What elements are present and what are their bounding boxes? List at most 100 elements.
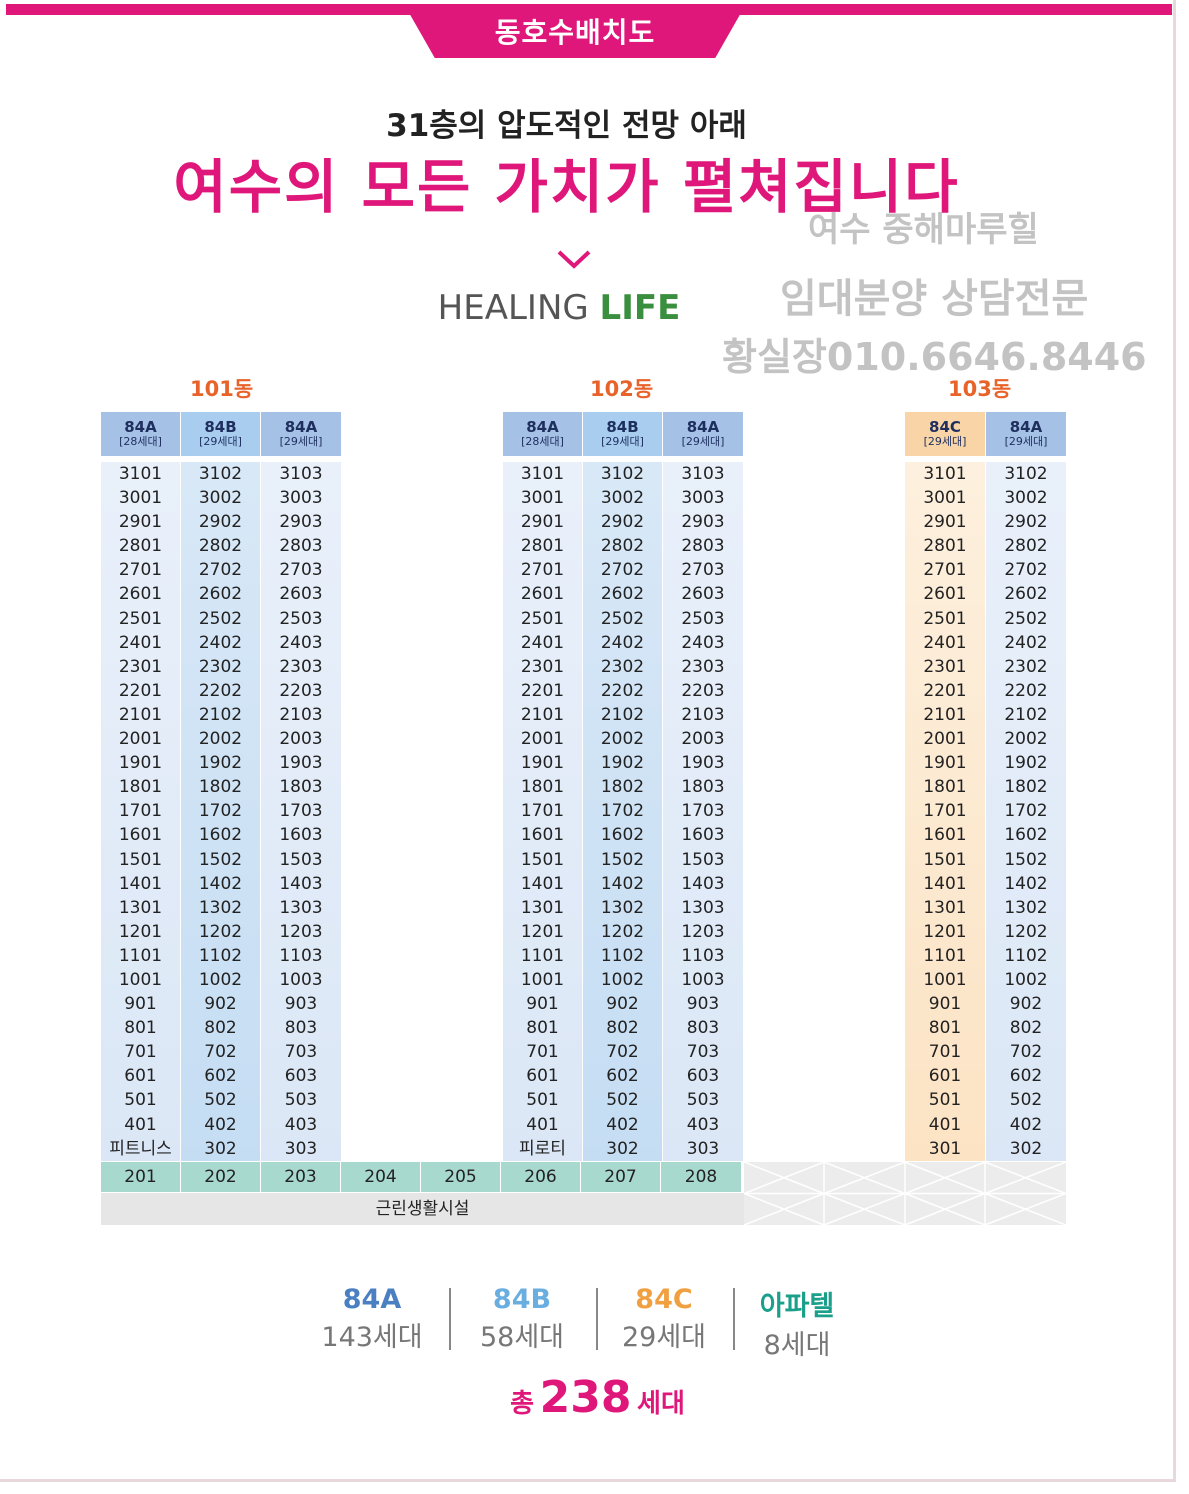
unit-cell: 2401 [923,632,967,653]
legend-type: 84B [492,1284,552,1315]
unit-cell: 2001 [118,729,163,750]
unit-cell: 3003 [279,488,323,509]
unit-cell: 1902 [1004,753,1048,774]
unit-cell: 802 [204,1018,237,1039]
unit-cell: 1601 [923,825,967,846]
total-suffix: 세대 [637,1389,685,1419]
unit-cell: 3101 [520,464,565,484]
column-header: 84A [29세대] [986,412,1066,456]
unit-cell: 803 [686,1018,720,1039]
unit-cell: 1102 [198,945,243,966]
unit-column: 3102 3002 2902 2802 2702 2602 2502 2402 2302 2202… [181,462,260,1161]
unit-cell: 2802 [600,536,645,557]
unit-cell: 2302 [198,656,243,677]
healing-word: HEALING [437,288,589,328]
unit-cell: 1702 [1004,801,1048,822]
unit-cell: 1203 [681,921,725,942]
legend-divider [449,1288,451,1350]
unit-cell: 2203 [681,680,725,701]
column-header: 84A [28세대] [503,412,582,456]
unit-cell: 2803 [681,536,725,557]
unit-cell: 1003 [681,969,725,990]
column-header: 84B [29세대] [583,412,662,456]
unit-cell: 1503 [279,849,323,870]
unit-cell: 303 [284,1138,318,1159]
unit-cell: 402 [1009,1114,1043,1135]
unit-cell: 1703 [681,801,725,822]
unit-cell: 1102 [1004,945,1048,966]
unit-cell: 2001 [520,729,565,750]
unit-cell: 603 [284,1066,318,1087]
unit-cell: 801 [928,1018,962,1039]
unit-column: 3102 3002 2902 2802 2702 2602 2502 2402 2302 2202… [986,462,1066,1161]
unit-cell: 2501 [118,608,163,629]
unit-column: 3102 3002 2902 2802 2702 2602 2502 2402 2302 2202… [583,462,662,1161]
unit-cell: 302 [204,1138,237,1159]
legend-divider [596,1288,598,1350]
unit-cell: 2503 [279,608,323,629]
unit-cell: 703 [686,1042,720,1063]
unit-cell: 3001 [520,488,565,509]
unit-cell: 1201 [923,921,967,942]
unit-cell: 2402 [600,632,645,653]
unit-cell: 402 [606,1114,639,1135]
unit-cell: 901 [928,994,962,1015]
apartel-unit: 207 [581,1162,661,1192]
unit-cell: 1902 [600,753,645,774]
unit-cell: 2601 [520,584,565,605]
unit-cell: 1303 [279,897,323,918]
column-header: 84A [29세대] [261,412,341,456]
unit-cell: 1301 [923,897,967,918]
unit-cell: 1802 [1004,777,1048,798]
unit-cell: 1403 [681,873,725,894]
unit-cell: 2702 [600,560,645,581]
unit-cell: 2702 [1004,560,1048,581]
unit-cell: 302 [1009,1138,1043,1159]
unit-cell: 1902 [198,753,243,774]
unit-cell: 1402 [198,873,243,894]
unit-cell: 2801 [923,536,967,557]
unit-cell: 2903 [279,512,323,533]
unit-cell: 2902 [198,512,243,533]
column-header: 84C [29세대] [905,412,985,456]
unit-cell: 1202 [198,921,243,942]
column-header: 84A [29세대] [663,412,743,456]
unit-cell: 501 [124,1090,157,1111]
building-103-label: 103동 [948,377,1012,401]
unit-cell: 2103 [681,704,725,725]
apartel-row: 201 202 203 204 205 206 207 208 [101,1162,742,1192]
legend-count: 29세대 [621,1322,707,1353]
chevron-down-icon [557,250,591,269]
legend-apartel: 아파텔 8세대 [740,1284,854,1362]
unit-cell: 1601 [520,825,565,846]
unit-cell: 502 [1009,1090,1043,1111]
apartel-unit: 206 [501,1162,581,1192]
unit-cell: 601 [526,1066,559,1087]
unit-cell: 702 [1009,1042,1043,1063]
unit-cell: 1401 [520,873,565,894]
unit-cell: 2302 [1004,656,1048,677]
unit-cell: 1601 [118,825,163,846]
unit-cell: 902 [204,994,237,1015]
unit-cell: 2502 [1004,608,1048,629]
legend-84a: 84A 143세대 [312,1284,432,1354]
unit-cell: 901 [526,994,559,1015]
unit-cell: 2402 [1004,632,1048,653]
unit-cell: 1803 [681,777,725,798]
unit-cell: 501 [526,1090,559,1111]
legend-type: 84A [342,1284,402,1315]
unit-cell: 1801 [923,777,967,798]
hatched-empty-area [744,1162,1066,1225]
unit-cell: 2803 [279,536,323,557]
watermark-line-2: 임대분양 상담전문 [780,276,1089,322]
unit-cell: 1001 [118,969,163,990]
unit-cell: 2502 [198,608,243,629]
unit-cell: 1003 [279,969,323,990]
unit-cell: 701 [526,1042,559,1063]
unit-cell: 301 [928,1138,962,1159]
unit-cell: 302 [606,1138,639,1159]
life-word: LIFE [599,288,681,328]
unit-cell: 1903 [681,753,725,774]
apartel-unit: 204 [341,1162,421,1192]
unit-cell: 303 [686,1138,720,1159]
